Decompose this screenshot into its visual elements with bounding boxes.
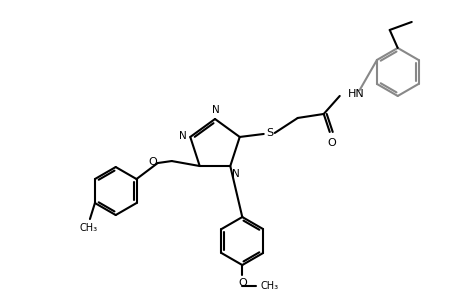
Text: CH₃: CH₃: [260, 281, 278, 291]
Text: S: S: [266, 128, 273, 138]
Text: N: N: [232, 169, 240, 179]
Text: O: O: [237, 278, 246, 288]
Text: N: N: [212, 105, 219, 115]
Text: CH₃: CH₃: [80, 223, 98, 233]
Text: HN: HN: [347, 89, 364, 99]
Text: O: O: [148, 157, 157, 167]
Text: O: O: [327, 138, 336, 148]
Text: N: N: [178, 131, 186, 141]
